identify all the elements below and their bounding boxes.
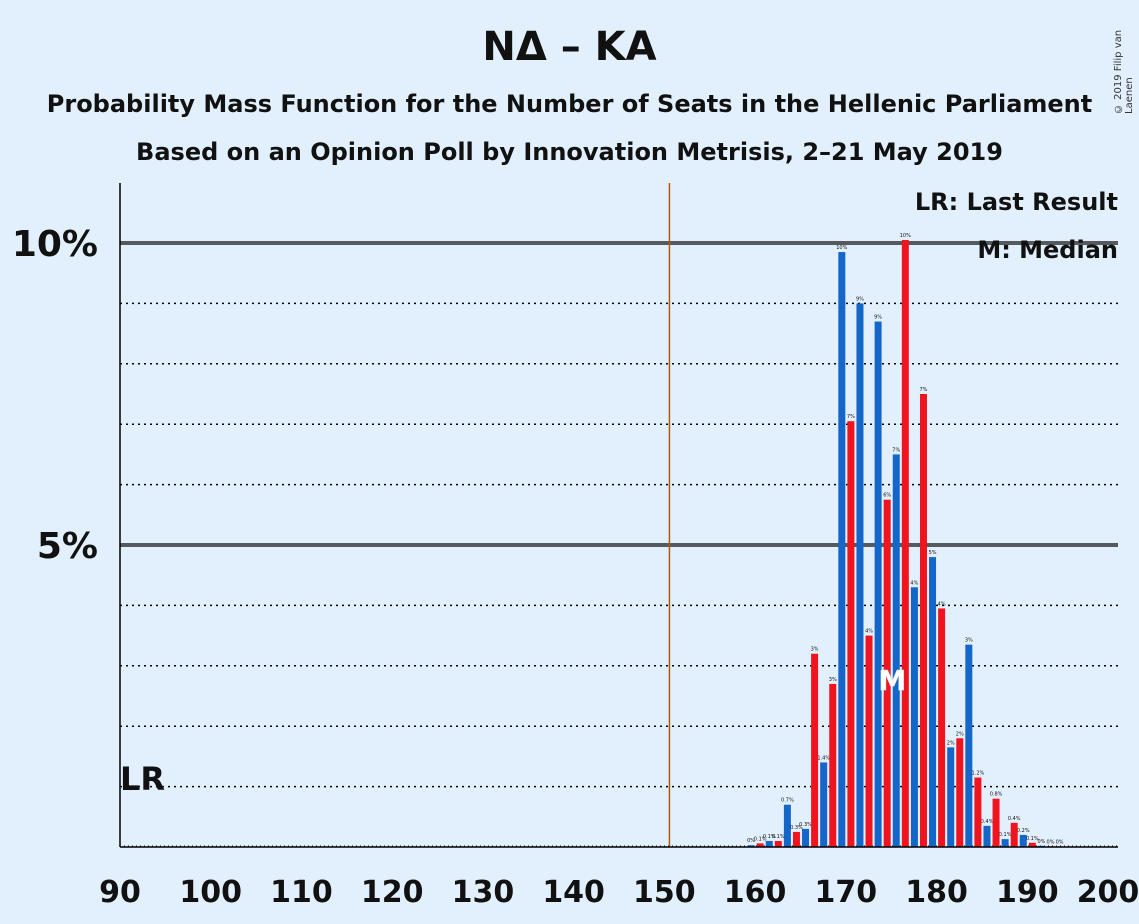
last-result-marker: LR bbox=[120, 760, 165, 798]
bar bbox=[1019, 834, 1027, 847]
bar-value-label: 7% bbox=[892, 447, 900, 453]
bar bbox=[783, 804, 791, 847]
bar bbox=[811, 653, 819, 847]
x-tick-label: 150 bbox=[633, 875, 696, 910]
bar-value-label: 9% bbox=[874, 315, 882, 321]
bar-value-label: 9% bbox=[856, 296, 864, 302]
bar-value-label: 1.4% bbox=[817, 755, 830, 761]
bar-value-label: 0% bbox=[1047, 839, 1055, 845]
x-tick-label: 90 bbox=[99, 875, 141, 910]
x-tick-label: 160 bbox=[724, 875, 787, 910]
bar-value-label: 0.2% bbox=[1017, 828, 1030, 834]
bar-value-label: 0.1% bbox=[754, 836, 767, 842]
bar-value-label: 0.8% bbox=[990, 792, 1003, 798]
bar bbox=[847, 421, 855, 847]
x-tick-label: 200 bbox=[1077, 875, 1139, 910]
bar-value-label: 4% bbox=[865, 629, 873, 635]
x-tick-label: 130 bbox=[452, 875, 515, 910]
bar-value-label: 0.3% bbox=[790, 825, 803, 831]
bar-value-label: 2% bbox=[947, 740, 955, 746]
bar-value-label: 6% bbox=[883, 493, 891, 499]
bar bbox=[829, 683, 837, 847]
chart-subtitle-1: Probability Mass Function for the Number… bbox=[46, 90, 1093, 118]
bar-value-label: 7% bbox=[847, 414, 855, 420]
x-tick-label: 190 bbox=[996, 875, 1059, 910]
bar-value-label: 4% bbox=[938, 601, 946, 607]
bar-value-label: 0.1% bbox=[999, 832, 1012, 838]
bar-value-label: 0.4% bbox=[981, 819, 994, 825]
bar bbox=[774, 840, 782, 847]
bar bbox=[910, 587, 918, 847]
bar bbox=[820, 762, 828, 847]
bar-value-label: 0.7% bbox=[781, 798, 794, 804]
bar bbox=[765, 840, 773, 847]
bar bbox=[965, 644, 973, 847]
bar-value-label: 7% bbox=[920, 387, 928, 393]
x-tick-label: 100 bbox=[179, 875, 242, 910]
bar bbox=[983, 825, 991, 847]
bar bbox=[974, 777, 982, 847]
bar-value-label: 0.1% bbox=[772, 834, 785, 840]
bar bbox=[992, 798, 1000, 847]
bar bbox=[929, 557, 937, 847]
bar bbox=[919, 394, 927, 847]
bar-value-label: 0.3% bbox=[799, 822, 812, 828]
bar bbox=[874, 321, 882, 847]
bar-value-label: 4% bbox=[910, 580, 918, 586]
bar bbox=[1028, 842, 1036, 847]
y-tick-label: 10% bbox=[12, 224, 98, 265]
bar-value-label: 3% bbox=[829, 677, 837, 683]
bar bbox=[901, 239, 909, 848]
bar bbox=[838, 252, 846, 847]
bar bbox=[865, 635, 873, 847]
bar bbox=[938, 608, 946, 847]
bar-value-label: 3% bbox=[965, 638, 973, 644]
bar bbox=[947, 747, 955, 847]
bar-value-label: 0% bbox=[747, 838, 755, 844]
y-tick-label: 5% bbox=[37, 526, 98, 567]
x-tick-label: 110 bbox=[270, 875, 333, 910]
bar-value-label: 0% bbox=[1056, 839, 1064, 845]
x-tick-label: 170 bbox=[815, 875, 878, 910]
bar-value-label: 0.1% bbox=[1026, 836, 1039, 842]
bar-value-label: 0.1% bbox=[763, 834, 776, 840]
median-marker: M bbox=[878, 664, 906, 697]
x-tick-label: 120 bbox=[361, 875, 424, 910]
bar bbox=[1010, 822, 1018, 847]
bar-value-label: 0.4% bbox=[1008, 816, 1021, 822]
bar bbox=[1001, 839, 1009, 847]
bar-value-label: 2% bbox=[956, 731, 964, 737]
bar bbox=[792, 831, 800, 847]
x-tick-label: 140 bbox=[542, 875, 605, 910]
bar-value-label: 1.2% bbox=[972, 771, 985, 777]
bar bbox=[802, 828, 810, 847]
bar-value-label: 10% bbox=[900, 233, 911, 239]
bar bbox=[956, 738, 964, 847]
bar bbox=[856, 303, 864, 847]
bar-value-label: 3% bbox=[811, 647, 819, 653]
bar bbox=[756, 843, 764, 847]
bar bbox=[747, 845, 755, 847]
chart-title: NΔ – KA bbox=[482, 24, 657, 70]
bar-value-label: 0% bbox=[1037, 839, 1045, 845]
legend-median: M: Median bbox=[977, 236, 1118, 264]
legend-last-result: LR: Last Result bbox=[915, 188, 1118, 216]
bar bbox=[892, 454, 900, 847]
x-tick-label: 180 bbox=[905, 875, 968, 910]
bar-value-label: 5% bbox=[929, 550, 937, 556]
bar-value-label: 10% bbox=[836, 245, 847, 251]
bar bbox=[883, 499, 891, 847]
chart-subtitle-2: Based on an Opinion Poll by Innovation M… bbox=[136, 138, 1003, 166]
